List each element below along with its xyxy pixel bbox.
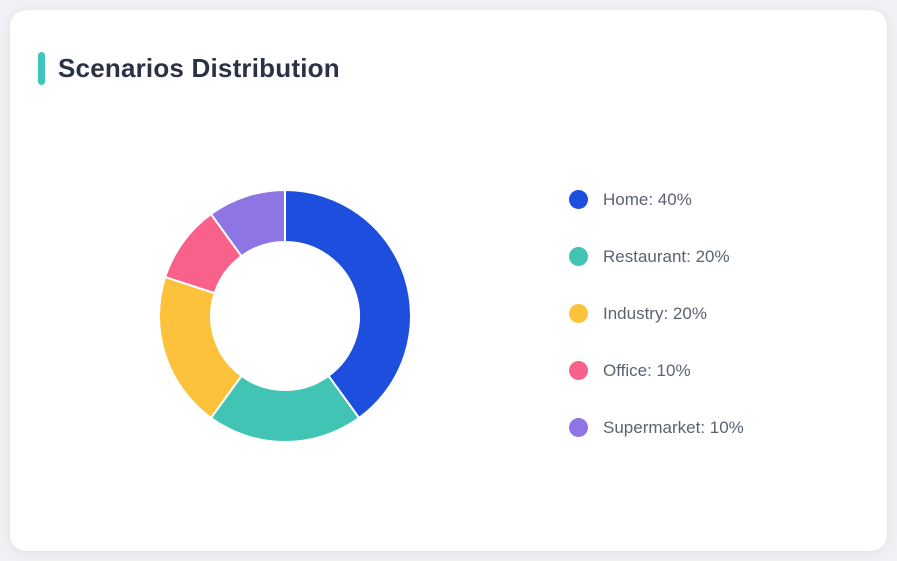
legend-item-supermarket[interactable]: Supermarket: 10% — [569, 418, 744, 437]
legend-label: Supermarket: 10% — [603, 417, 744, 437]
donut-slice-supermarket[interactable] — [209, 189, 286, 258]
legend-dot-supermarket — [569, 418, 588, 437]
legend-item-office[interactable]: Office: 10% — [569, 361, 744, 380]
title-accent-bar — [38, 52, 45, 85]
chart-legend: Home: 40% Restaurant: 20% Industry: 20% Off… — [569, 190, 744, 475]
legend-item-industry[interactable]: Industry: 20% — [569, 304, 744, 323]
legend-item-home[interactable]: Home: 40% — [569, 190, 744, 209]
legend-dot-office — [569, 361, 588, 380]
card-header: Scenarios Distribution — [38, 52, 340, 85]
donut-slice-home[interactable] — [284, 189, 412, 419]
legend-dot-home — [569, 190, 588, 209]
page-title: Scenarios Distribution — [58, 53, 340, 83]
legend-dot-restaurant — [569, 247, 588, 266]
legend-dot-industry — [569, 304, 588, 323]
legend-label: Restaurant: 20% — [603, 246, 730, 266]
legend-item-restaurant[interactable]: Restaurant: 20% — [569, 247, 744, 266]
donut-chart — [157, 188, 413, 444]
scenarios-distribution-card: Scenarios Distribution Home: 40% Restaura… — [10, 10, 887, 551]
donut-chart-svg — [158, 189, 412, 443]
legend-label: Office: 10% — [603, 360, 691, 380]
legend-label: Home: 40% — [603, 189, 692, 209]
legend-label: Industry: 20% — [603, 303, 707, 323]
